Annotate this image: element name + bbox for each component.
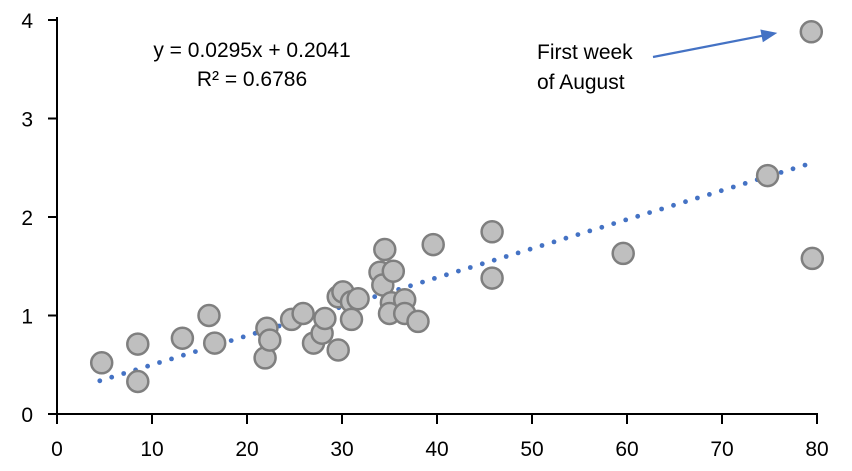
scatter-point bbox=[373, 237, 397, 262]
scatter-point bbox=[611, 241, 635, 266]
scatter-point bbox=[258, 328, 282, 352]
y-tick-label: 2 bbox=[21, 207, 33, 230]
trend-dot bbox=[695, 195, 700, 201]
scatter-point bbox=[291, 301, 315, 326]
trend-dot bbox=[551, 239, 557, 245]
scatter-point bbox=[755, 163, 780, 188]
trend-dot bbox=[467, 265, 473, 270]
trend-dot bbox=[109, 374, 115, 380]
trend-dot bbox=[157, 360, 162, 365]
x-tick-label: 20 bbox=[235, 438, 258, 461]
trend-dot bbox=[671, 202, 676, 208]
scatter-point bbox=[421, 232, 445, 257]
scatter-point bbox=[346, 287, 370, 311]
trend-dot bbox=[432, 276, 437, 281]
y-tick-label: 4 bbox=[21, 10, 33, 33]
trendline-equation-label: y = 0.0295x + 0.2041 bbox=[153, 39, 350, 62]
x-tick-label: 50 bbox=[520, 438, 543, 461]
scatter-point bbox=[381, 259, 406, 283]
trend-dot bbox=[145, 363, 151, 369]
x-tick-label: 0 bbox=[51, 438, 63, 461]
trend-dot bbox=[575, 232, 581, 238]
annotation-text-line2: of August bbox=[537, 71, 625, 94]
arrow-head bbox=[760, 29, 778, 43]
trend-dot bbox=[240, 334, 246, 340]
scatter-point bbox=[480, 266, 504, 290]
trend-dot bbox=[623, 217, 629, 223]
annotation-arrow bbox=[652, 29, 778, 59]
trend-dot bbox=[228, 338, 234, 343]
r-squared-label: R² = 0.6786 bbox=[197, 68, 307, 91]
scatter-point bbox=[126, 369, 150, 394]
scatter-point bbox=[126, 332, 150, 356]
trend-dot bbox=[169, 356, 174, 362]
trend-dot bbox=[659, 206, 664, 212]
trend-dot bbox=[718, 188, 724, 194]
scatter-point bbox=[326, 338, 350, 362]
trend-dot bbox=[635, 213, 641, 219]
trend-dot bbox=[444, 272, 449, 278]
x-tick-label: 60 bbox=[615, 438, 638, 461]
trend-dot bbox=[778, 170, 784, 175]
trend-dot bbox=[97, 378, 103, 384]
trend-dot bbox=[372, 294, 378, 300]
y-tick-label: 3 bbox=[21, 109, 33, 132]
trend-dot bbox=[790, 166, 796, 172]
trend-dot bbox=[527, 246, 533, 252]
scatter-point bbox=[197, 303, 221, 328]
trend-dot bbox=[420, 279, 425, 285]
x-tick-label: 10 bbox=[140, 438, 163, 461]
trend-dot bbox=[181, 352, 186, 358]
trend-dot bbox=[742, 181, 748, 186]
scatter-point bbox=[313, 306, 337, 331]
trendline bbox=[97, 162, 808, 384]
scatter-point bbox=[406, 309, 430, 334]
trend-dot bbox=[491, 257, 497, 263]
scatter-point bbox=[799, 20, 824, 44]
trend-dot bbox=[647, 210, 652, 216]
trend-dot bbox=[683, 199, 688, 205]
scatter-point bbox=[800, 246, 825, 271]
trend-dot bbox=[515, 250, 521, 256]
trend-dot bbox=[563, 235, 569, 241]
scatter-point bbox=[202, 331, 227, 355]
trend-dot bbox=[456, 268, 461, 274]
y-tick-label: 0 bbox=[21, 404, 33, 427]
scatter-point bbox=[339, 307, 364, 332]
x-tick-label: 30 bbox=[330, 438, 353, 461]
trend-dot bbox=[730, 184, 736, 190]
x-tick-label: 80 bbox=[805, 438, 828, 461]
scatter-point bbox=[170, 326, 195, 350]
trend-dot bbox=[802, 162, 808, 168]
trend-dot bbox=[408, 283, 413, 289]
scatter-points bbox=[89, 20, 825, 394]
trend-dot bbox=[539, 243, 545, 248]
arrow-shaft bbox=[652, 34, 764, 59]
y-tick-label: 1 bbox=[21, 306, 33, 329]
trend-dot bbox=[707, 192, 712, 197]
trend-dot bbox=[599, 224, 605, 230]
trend-dot bbox=[193, 349, 198, 354]
annotation-text-line1: First week bbox=[537, 41, 633, 64]
x-tick-label: 40 bbox=[425, 438, 448, 461]
x-tick-label: 70 bbox=[710, 438, 733, 461]
trend-dot bbox=[479, 261, 485, 267]
axes: 0 10 20 30 40 50 60 70 80 0 1 2 3 4 bbox=[21, 10, 828, 461]
trend-dot bbox=[611, 221, 617, 227]
trend-dot bbox=[503, 254, 509, 259]
scatter-point bbox=[89, 351, 114, 375]
trend-dot bbox=[121, 371, 127, 376]
trend-dot bbox=[587, 228, 593, 234]
scatter-point bbox=[480, 220, 504, 244]
